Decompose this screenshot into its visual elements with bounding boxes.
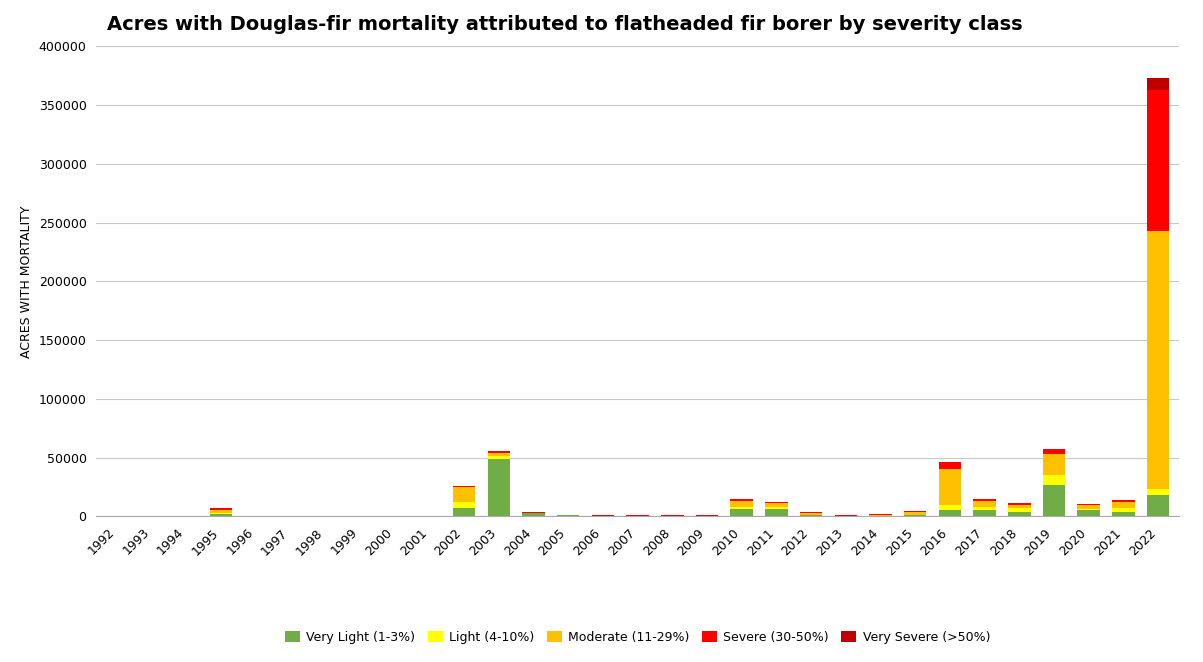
Bar	[903, 511, 926, 512]
Bar	[938, 510, 961, 516]
Bar	[903, 514, 926, 516]
Bar	[1008, 504, 1031, 508]
Bar	[765, 507, 788, 509]
Bar	[1112, 502, 1134, 508]
Bar	[1008, 503, 1031, 504]
Bar	[1078, 505, 1100, 508]
Bar	[765, 502, 788, 503]
Bar	[452, 508, 475, 516]
Bar	[522, 514, 545, 516]
Bar	[209, 510, 232, 513]
Bar	[870, 514, 891, 516]
Bar	[1146, 231, 1169, 489]
Bar	[730, 499, 753, 501]
Bar	[1043, 475, 1066, 485]
Bar	[452, 502, 475, 508]
Bar	[209, 514, 232, 516]
Bar	[1146, 78, 1169, 90]
Bar	[487, 456, 510, 459]
Bar	[487, 453, 510, 456]
Bar	[452, 486, 475, 487]
Bar	[730, 507, 753, 509]
Bar	[557, 515, 580, 516]
Bar	[1078, 508, 1100, 510]
Bar	[973, 501, 996, 507]
Bar	[973, 510, 996, 516]
Bar	[1008, 512, 1031, 516]
Bar	[487, 451, 510, 453]
Bar	[730, 509, 753, 516]
Bar	[973, 507, 996, 510]
Bar	[1043, 454, 1066, 475]
Bar	[1146, 489, 1169, 495]
Bar	[938, 504, 961, 510]
Bar	[973, 498, 996, 501]
Bar	[209, 513, 232, 514]
Bar	[1008, 508, 1031, 512]
Legend: Very Light (1-3%), Light (4-10%), Moderate (11-29%), Severe (30-50%), Very Sever: Very Light (1-3%), Light (4-10%), Modera…	[280, 626, 995, 649]
Bar	[730, 501, 753, 507]
Bar	[1112, 512, 1134, 516]
Bar	[800, 515, 823, 516]
Bar	[1146, 90, 1169, 231]
Bar	[522, 512, 545, 514]
Bar	[765, 503, 788, 507]
Bar	[452, 487, 475, 502]
Bar	[938, 462, 961, 469]
Bar	[487, 459, 510, 516]
Bar	[1043, 485, 1066, 516]
Bar	[1112, 508, 1134, 512]
Bar	[1112, 500, 1134, 502]
Bar	[209, 508, 232, 510]
Bar	[1078, 504, 1100, 505]
Bar	[800, 514, 823, 515]
Y-axis label: ACRES WITH MORTALITY: ACRES WITH MORTALITY	[20, 205, 34, 357]
Bar	[765, 509, 788, 516]
Bar	[938, 469, 961, 504]
Bar	[1078, 510, 1100, 516]
Bar	[1043, 449, 1066, 454]
Bar	[800, 512, 823, 514]
Bar	[1146, 495, 1169, 516]
Bar	[903, 512, 926, 514]
Text: Acres with Douglas-fir mortality attributed to flatheaded fir borer by severity : Acres with Douglas-fir mortality attribu…	[107, 15, 1023, 34]
